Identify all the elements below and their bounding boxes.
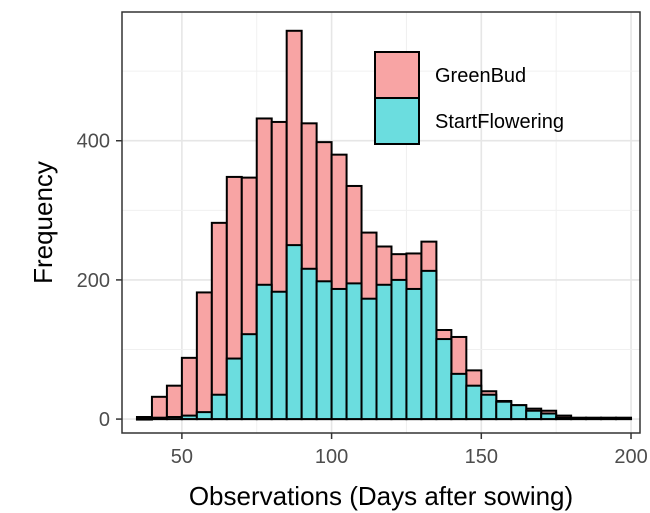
series-StartFlowering	[135, 244, 633, 421]
bar-StartFlowering-152.5	[480, 393, 498, 421]
bar-StartFlowering-77.5	[255, 283, 273, 421]
bar-GreenBud-47.5	[165, 384, 183, 421]
bar-StartFlowering-157.5	[495, 400, 513, 421]
bar-StartFlowering-117.5	[375, 283, 393, 421]
bar-StartFlowering-72.5	[240, 333, 258, 421]
bar-StartFlowering-82.5	[270, 290, 288, 421]
bar-GreenBud-57.5	[195, 291, 213, 421]
bar-StartFlowering-182.5	[570, 417, 588, 421]
bar-StartFlowering-192.5	[600, 417, 618, 421]
bar-StartFlowering-52.5	[180, 414, 198, 421]
bar-StartFlowering-137.5	[435, 338, 453, 421]
bar-GreenBud-42.5	[150, 395, 168, 421]
legend-label-StartFlowering: StartFlowering	[435, 111, 564, 133]
bars	[135, 29, 633, 421]
x-tick-label: 50	[171, 446, 193, 468]
y-axis-title: Frequency	[28, 161, 58, 284]
legend-key-GreenBud	[374, 51, 420, 99]
bar-StartFlowering-197.5	[615, 417, 633, 421]
x-axis-title: Observations (Days after sowing)	[189, 481, 573, 511]
bar-StartFlowering-42.5	[150, 416, 168, 421]
bar-StartFlowering-57.5	[195, 411, 213, 421]
bar-StartFlowering-167.5	[525, 409, 543, 421]
legend-label-GreenBud: GreenBud	[435, 65, 526, 87]
bar-StartFlowering-97.5	[315, 280, 333, 421]
bar-StartFlowering-37.5	[135, 418, 153, 421]
bar-StartFlowering-112.5	[360, 297, 378, 421]
y-tick-label: 200	[77, 270, 110, 292]
legend-key-StartFlowering	[374, 97, 420, 145]
bar-GreenBud-62.5	[210, 221, 228, 421]
bar-StartFlowering-47.5	[165, 415, 183, 421]
axes: 50 100 150 200 0 200 400	[77, 131, 648, 468]
bar-StartFlowering-162.5	[510, 404, 528, 421]
bar-StartFlowering-87.5	[285, 244, 303, 421]
bar-StartFlowering-107.5	[345, 282, 363, 421]
bar-StartFlowering-102.5	[330, 287, 348, 421]
bar-StartFlowering-172.5	[540, 412, 558, 421]
bar-StartFlowering-127.5	[405, 287, 423, 421]
y-tick-label: 0	[99, 409, 110, 431]
bar-StartFlowering-142.5	[450, 372, 468, 421]
bar-StartFlowering-132.5	[420, 269, 438, 421]
x-tick-label: 200	[614, 446, 647, 468]
bar-StartFlowering-62.5	[210, 393, 228, 421]
x-tick-label: 100	[315, 446, 348, 468]
bar-StartFlowering-92.5	[300, 267, 318, 421]
x-tick-label: 150	[465, 446, 498, 468]
bar-StartFlowering-122.5	[390, 278, 408, 421]
bar-GreenBud-52.5	[180, 356, 198, 421]
bar-StartFlowering-147.5	[465, 384, 483, 421]
bar-StartFlowering-187.5	[585, 417, 603, 421]
plot-border	[121, 11, 641, 434]
legend: GreenBud StartFlowering	[374, 51, 564, 145]
bar-StartFlowering-67.5	[225, 357, 243, 421]
bar-StartFlowering-177.5	[555, 416, 573, 421]
y-tick-label: 400	[77, 131, 110, 153]
